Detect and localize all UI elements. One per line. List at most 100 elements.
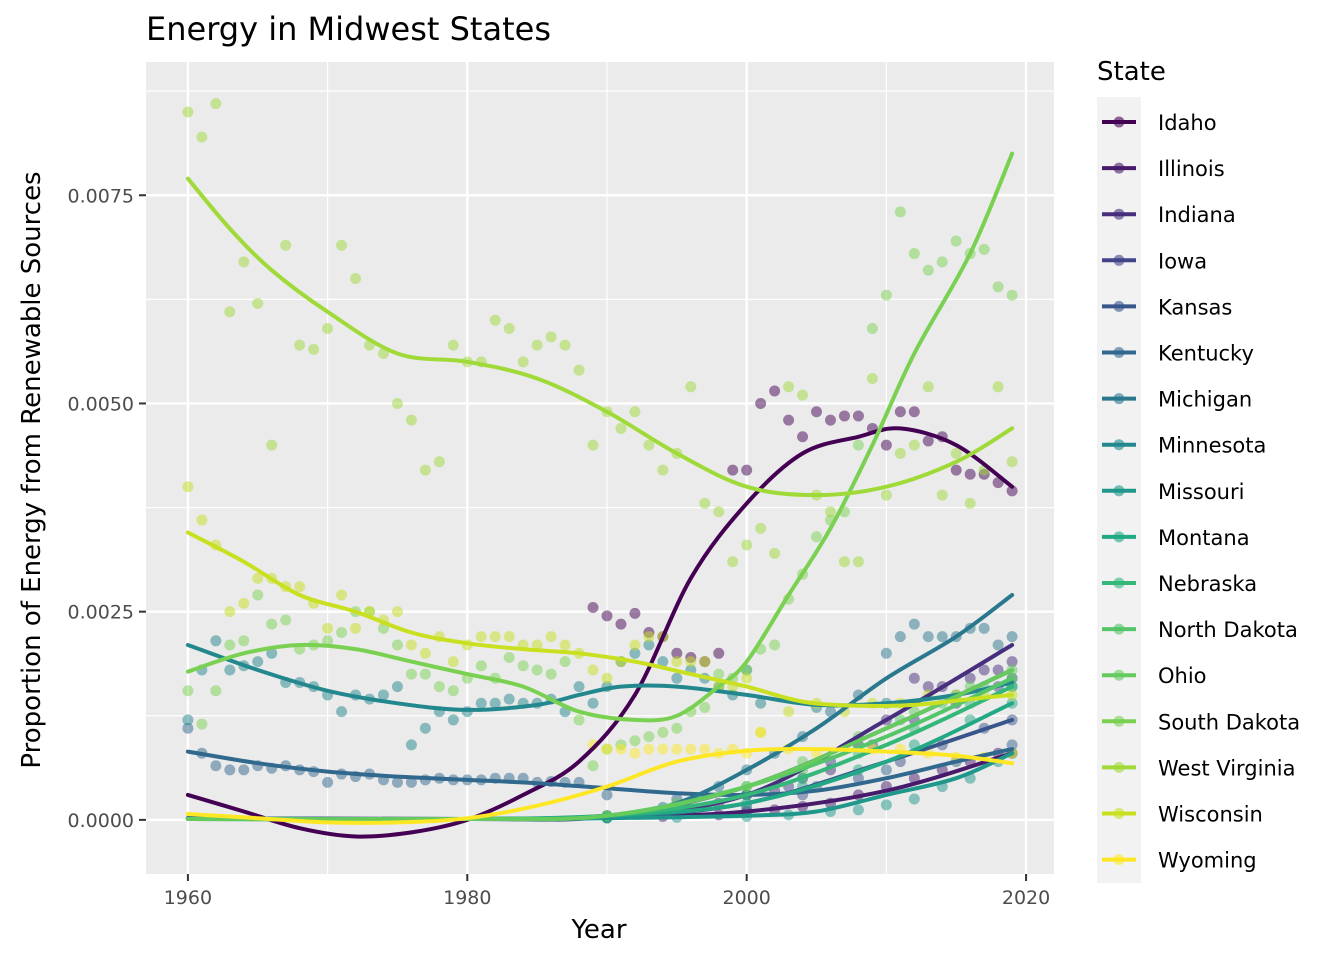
data-point	[852, 772, 864, 784]
data-point	[224, 306, 236, 318]
data-point	[587, 439, 599, 451]
data-point	[671, 722, 683, 734]
data-point	[336, 589, 348, 601]
data-point	[182, 722, 194, 734]
data-point	[699, 743, 711, 755]
legend-point	[1113, 531, 1125, 543]
data-point	[880, 764, 892, 776]
data-point	[1006, 631, 1018, 643]
data-point	[685, 656, 697, 668]
data-point	[503, 651, 515, 663]
data-point	[615, 618, 627, 630]
data-point	[713, 647, 725, 659]
data-point	[489, 314, 501, 326]
data-point	[992, 639, 1004, 651]
data-point	[545, 668, 557, 680]
trend-line	[185, 668, 1015, 822]
data-point	[615, 422, 627, 434]
data-point	[294, 339, 306, 351]
data-point	[280, 239, 292, 251]
data-point	[852, 556, 864, 568]
data-point	[405, 739, 417, 751]
data-point	[531, 664, 543, 676]
data-point	[587, 601, 599, 613]
data-point	[908, 618, 920, 630]
trend-line	[185, 176, 1015, 498]
legend-label: Kansas	[1158, 295, 1232, 319]
data-point	[601, 743, 613, 755]
data-point	[336, 626, 348, 638]
data-point	[769, 385, 781, 397]
data-point	[252, 656, 264, 668]
legend-label: Wisconsin	[1158, 803, 1263, 827]
data-point	[964, 497, 976, 509]
data-point	[838, 556, 850, 568]
trend-line	[185, 151, 1015, 723]
data-point	[447, 714, 459, 726]
data-point	[671, 743, 683, 755]
data-point	[629, 406, 641, 418]
data-point	[769, 547, 781, 559]
legend-point	[1113, 485, 1125, 497]
data-point	[615, 743, 627, 755]
data-point	[908, 793, 920, 805]
data-point	[964, 468, 976, 480]
trend-line	[185, 746, 1015, 825]
data-point	[433, 681, 445, 693]
legend-label: Wyoming	[1158, 849, 1257, 873]
data-point	[405, 414, 417, 426]
data-point	[657, 726, 669, 738]
legend-label: Missouri	[1158, 480, 1244, 504]
data-point	[657, 743, 669, 755]
data-point	[894, 631, 906, 643]
data-point	[391, 397, 403, 409]
data-point	[405, 639, 417, 651]
data-point	[210, 98, 222, 110]
data-point	[336, 706, 348, 718]
legend-label: Illinois	[1158, 157, 1225, 181]
data-point	[797, 431, 809, 443]
trend-line	[185, 530, 1015, 709]
data-point	[182, 106, 194, 118]
legend-point	[1113, 854, 1125, 866]
data-point	[545, 331, 557, 343]
data-point	[517, 356, 529, 368]
legend-label: Kentucky	[1158, 342, 1254, 366]
data-point	[475, 631, 487, 643]
data-point	[238, 597, 250, 609]
data-point	[475, 660, 487, 672]
legend-point	[1113, 623, 1125, 635]
data-point	[252, 589, 264, 601]
data-point	[811, 531, 823, 543]
data-point	[922, 381, 934, 393]
legend-label: Idaho	[1158, 111, 1217, 135]
data-point	[308, 343, 320, 355]
data-point	[727, 464, 739, 476]
legend-point	[1113, 439, 1125, 451]
data-point	[769, 639, 781, 651]
legend-label: North Dakota	[1158, 618, 1298, 642]
data-point	[350, 622, 362, 634]
data-point	[531, 639, 543, 651]
x-tick-label: 1960	[164, 887, 212, 909]
data-point	[671, 647, 683, 659]
data-point	[880, 799, 892, 811]
data-point	[224, 664, 236, 676]
y-tick-label: 0.0000	[68, 810, 134, 832]
legend-label: Minnesota	[1158, 434, 1266, 458]
data-point	[210, 760, 222, 772]
data-point	[908, 439, 920, 451]
legend-point	[1113, 347, 1125, 358]
chart-title: Energy in Midwest States	[146, 10, 551, 48]
y-axis: 0.0000 0.0025 0.0050 0.0075	[68, 185, 146, 832]
data-point	[210, 635, 222, 647]
data-point	[936, 631, 948, 643]
data-point	[252, 298, 264, 310]
data-point	[657, 656, 669, 668]
data-point	[783, 381, 795, 393]
data-point	[852, 439, 864, 451]
data-point	[992, 381, 1004, 393]
data-point	[950, 464, 962, 476]
data-point	[755, 522, 767, 534]
